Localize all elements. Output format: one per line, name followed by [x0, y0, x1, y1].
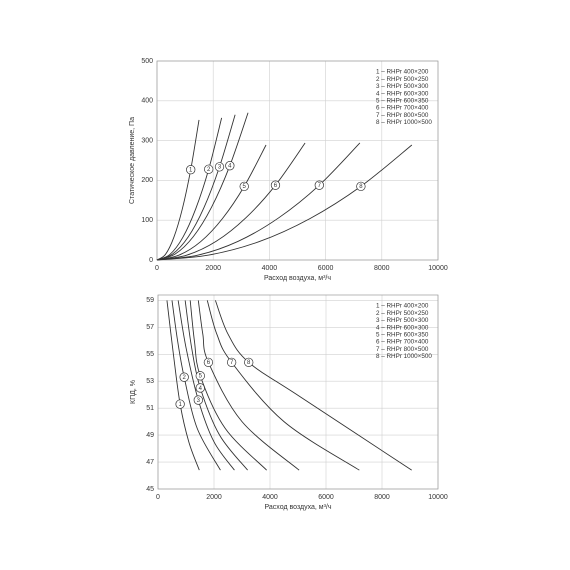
curve-marker	[195, 371, 205, 381]
y-tick-label: 55	[146, 351, 154, 358]
curve-marker	[175, 399, 185, 409]
x-tick-label: 0	[155, 265, 159, 272]
x-tick-label: 2000	[205, 265, 221, 272]
x-tick-label: 6000	[318, 494, 334, 501]
y-tick-label: 200	[141, 177, 153, 184]
curve-marker	[356, 181, 366, 192]
curve-label: 8	[247, 360, 251, 366]
curve-marker	[179, 372, 189, 382]
y-axis-label: Статическое давление, Па	[129, 117, 136, 204]
x-tick-label: 8000	[374, 494, 390, 501]
x-tick-label: 8000	[374, 265, 390, 272]
y-tick-label: 400	[141, 98, 153, 105]
legend-entry: 7 – RHPr 800×500	[376, 346, 429, 353]
legend-entry: 8 – RHPr 1000×500	[376, 119, 432, 126]
legend-entry: 6 – RHPr 700×400	[376, 339, 429, 346]
x-axis-label: Расход воздуха, м³/ч	[264, 504, 331, 511]
curve-label: 6	[274, 183, 278, 189]
curve-label: 7	[230, 360, 234, 366]
y-tick-label: 100	[141, 217, 153, 224]
legend-entry: 2 – RHPr 500×250	[376, 310, 429, 317]
curve-label: 6	[207, 360, 211, 366]
y-axis-label: КПД, %	[130, 380, 137, 404]
curve-marker	[186, 165, 196, 175]
curve-label: 2	[183, 375, 187, 381]
x-tick-label: 2000	[206, 494, 222, 501]
curve-label: 5	[199, 374, 203, 380]
x-tick-label: 4000	[262, 265, 278, 272]
legend-entry: 4 – RHPr 600×300	[376, 324, 429, 331]
curve-marker	[314, 180, 324, 190]
legend-entry: 8 – RHPr 1000×500	[376, 353, 432, 360]
legend-entry: 4 – RHPr 600×300	[376, 90, 429, 97]
y-tick-label: 51	[146, 405, 154, 412]
curve-marker	[193, 395, 203, 405]
legend-entry: 2 – RHPr 500×250	[376, 76, 429, 83]
legend-entry: 5 – RHPr 600×350	[376, 331, 429, 338]
x-tick-label: 6000	[318, 265, 334, 272]
curve-marker	[239, 181, 249, 192]
y-tick-label: 59	[146, 297, 154, 304]
legend-entry: 1 – RHPr 400×200	[376, 303, 429, 310]
curve-label: 7	[318, 183, 322, 189]
y-tick-label: 45	[146, 486, 154, 493]
legend-entry: 7 – RHPr 800×500	[376, 112, 429, 119]
data-line	[214, 300, 412, 471]
legend-entry: 3 – RHPr 500×300	[376, 317, 429, 324]
curve-marker	[225, 161, 235, 171]
x-axis-label: Расход воздуха, м³/ч	[264, 275, 331, 282]
data-line	[156, 142, 361, 261]
legend-entry: 5 – RHPr 600×350	[376, 97, 429, 104]
curve-label: 8	[359, 184, 363, 190]
curve-marker	[226, 357, 237, 368]
x-tick-label: 10000	[428, 265, 448, 272]
data-line	[156, 144, 413, 261]
curve-label: 4	[228, 164, 232, 170]
x-tick-label: 4000	[262, 494, 278, 501]
curve-marker	[244, 357, 254, 368]
y-tick-label: 500	[141, 58, 153, 65]
curve-marker	[204, 164, 214, 174]
x-tick-label: 0	[156, 494, 160, 501]
curve-label: 3	[218, 165, 222, 171]
y-tick-label: 53	[146, 378, 154, 385]
y-tick-label: 0	[149, 257, 153, 264]
y-tick-label: 47	[146, 459, 154, 466]
legend-entry: 6 – RHPr 700×400	[376, 105, 429, 112]
y-tick-label: 49	[146, 432, 154, 439]
x-tick-label: 10000	[428, 494, 448, 501]
curve-label: 4	[199, 386, 203, 392]
y-tick-label: 300	[141, 137, 153, 144]
curve-label: 1	[189, 168, 193, 174]
plot-frame	[156, 60, 439, 261]
legend-entry: 3 – RHPr 500×300	[376, 83, 429, 90]
chart-panel: 0 2000 4000 6000 8000 10000 0 100 200 300 400 500 Ра…	[129, 58, 448, 282]
curve-marker	[214, 162, 225, 172]
curve-marker	[203, 357, 214, 368]
curve-label: 3	[197, 398, 201, 404]
curve-label: 5	[243, 184, 247, 190]
curve-label: 2	[207, 167, 211, 173]
chart-panel: 0 2000 4000 6000 8000 100004547495153555759Ра…	[130, 294, 448, 511]
curve-label: 1	[178, 402, 182, 408]
legend-entry: 1 – RHPr 400×200	[376, 69, 429, 76]
y-tick-label: 57	[146, 324, 154, 331]
curve-marker	[270, 180, 281, 190]
plot-frame	[157, 294, 439, 490]
